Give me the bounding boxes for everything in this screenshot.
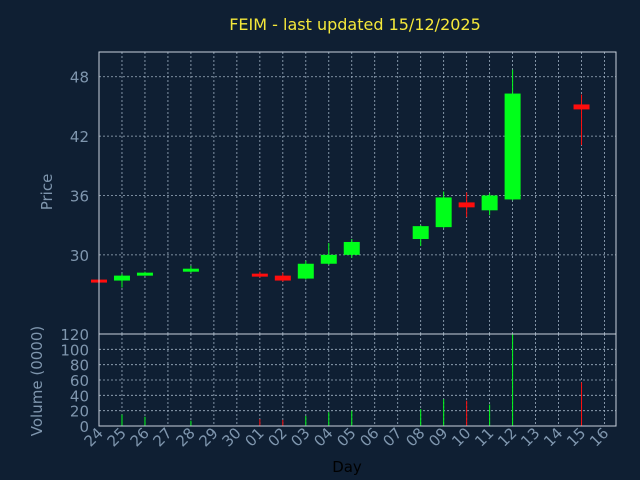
candle-body: [251, 273, 268, 277]
volume-tick-label: 60: [70, 372, 89, 390]
volume-panel-frame: [98, 333, 617, 427]
price-tick-label: 36: [70, 187, 89, 205]
candle-body: [274, 275, 291, 281]
volume-panel: [121, 334, 583, 426]
price-axis-label: Price: [38, 174, 56, 211]
candle-body: [458, 202, 475, 208]
candle-body: [136, 272, 153, 276]
volume-tick-label: 0: [79, 418, 89, 436]
candle-body: [320, 254, 337, 264]
volume-tick-label: 20: [70, 403, 89, 421]
candle-body: [297, 263, 314, 279]
x-tick-label: 16: [586, 424, 612, 450]
volume-tick-label: 40: [70, 387, 89, 405]
volume-tick-label: 80: [70, 357, 89, 375]
price-tick-label: 30: [70, 247, 89, 265]
volume-tick-label: 100: [60, 341, 89, 359]
x-axis-label: Day: [332, 458, 362, 476]
price-tick-label: 48: [70, 69, 89, 87]
volume-axis-label: Volume (0000): [28, 326, 46, 436]
candle-body: [573, 104, 590, 110]
candle-body: [504, 93, 521, 200]
price-panel: [91, 69, 590, 288]
candle-body: [113, 275, 130, 281]
candle-body: [481, 195, 498, 211]
candle-body: [435, 197, 452, 228]
candle-body: [182, 268, 199, 272]
candle-body: [412, 226, 429, 240]
grid: [99, 52, 616, 426]
price-tick-label: 42: [70, 128, 89, 146]
candle-body: [343, 241, 360, 255]
chart-title: FEIM - last updated 15/12/2025: [229, 15, 481, 34]
volume-tick-label: 120: [60, 326, 89, 344]
price-panel-frame: [98, 51, 617, 335]
